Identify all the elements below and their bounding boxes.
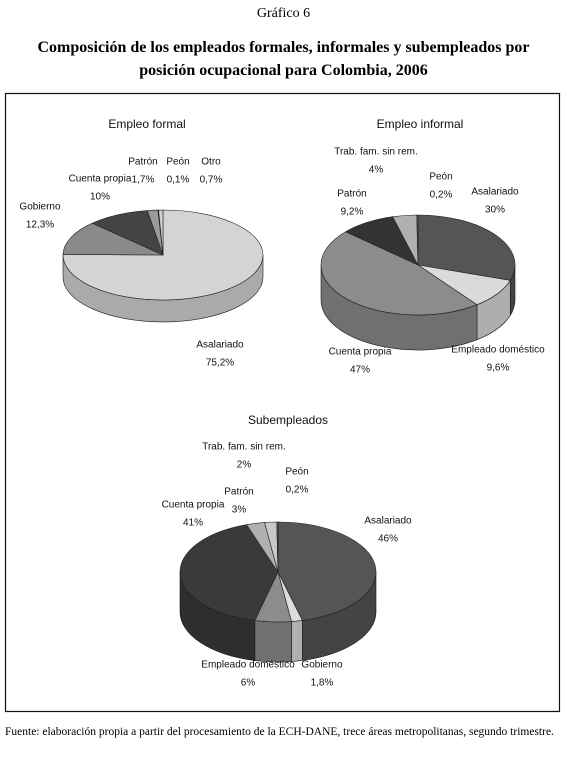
value-label: 47% [350, 365, 370, 376]
category-label: Otro [201, 157, 221, 168]
slice [179, 524, 279, 621]
value-label: 75,2% [206, 358, 234, 369]
slice [417, 214, 516, 281]
value-label: 0,1% [167, 175, 190, 186]
slice [62, 222, 164, 256]
slice [320, 231, 478, 316]
value-label: 12,3% [26, 220, 54, 231]
slice [416, 214, 419, 266]
category-label: Trab. fam. sin rem. [334, 147, 418, 158]
value-label: 0,7% [200, 175, 223, 186]
category-label: Cuenta propia [162, 500, 225, 511]
slice-side [254, 620, 292, 663]
category-label: Patrón [224, 487, 253, 498]
category-label: Peón [429, 172, 452, 183]
category-label: Patrón [128, 157, 157, 168]
value-label: 9,6% [487, 363, 510, 374]
category-label: Trab. fam. sin rem. [202, 442, 286, 453]
value-label: 3% [232, 505, 247, 516]
category-label: Gobierno [301, 660, 343, 671]
category-label: Asalariado [196, 340, 244, 351]
category-label: Cuenta propia [329, 347, 392, 358]
value-label: 10% [90, 192, 110, 203]
category-label: Gobierno [19, 202, 61, 213]
value-label: 9,2% [341, 207, 364, 218]
value-label: 4% [369, 165, 384, 176]
chart-title: Empleo formal [108, 117, 185, 131]
slice [277, 521, 377, 621]
category-label: Peón [285, 467, 308, 478]
value-label: 0,2% [430, 190, 453, 201]
category-label: Empleado doméstico [451, 345, 545, 356]
value-label: 1,8% [311, 678, 334, 689]
category-label: Peón [166, 157, 189, 168]
category-label: Empleado doméstico [201, 660, 295, 671]
value-label: 41% [183, 518, 203, 529]
header: Gráfico 6 [256, 6, 311, 21]
value-label: 1,7% [132, 175, 155, 186]
category-label: Asalariado [471, 187, 519, 198]
value-label: 46% [378, 534, 398, 545]
slice [158, 209, 164, 256]
category-label: Cuenta propia [69, 174, 132, 185]
value-label: 0,2% [286, 485, 309, 496]
slice-side [291, 620, 303, 662]
category-label: Asalariado [364, 516, 412, 527]
value-label: 6% [241, 678, 256, 689]
frame [4, 92, 561, 713]
category-label: Patrón [337, 189, 366, 200]
value-label: 30% [485, 205, 505, 216]
source-note: Fuente: elaboración propia a partir del … [5, 726, 554, 738]
chart-title: Empleo informal [377, 117, 464, 131]
slice [276, 521, 279, 573]
title: Composición de los empleados formales, i… [37, 39, 530, 79]
chart-title: Subempleados [248, 413, 328, 427]
value-label: 2% [237, 460, 252, 471]
